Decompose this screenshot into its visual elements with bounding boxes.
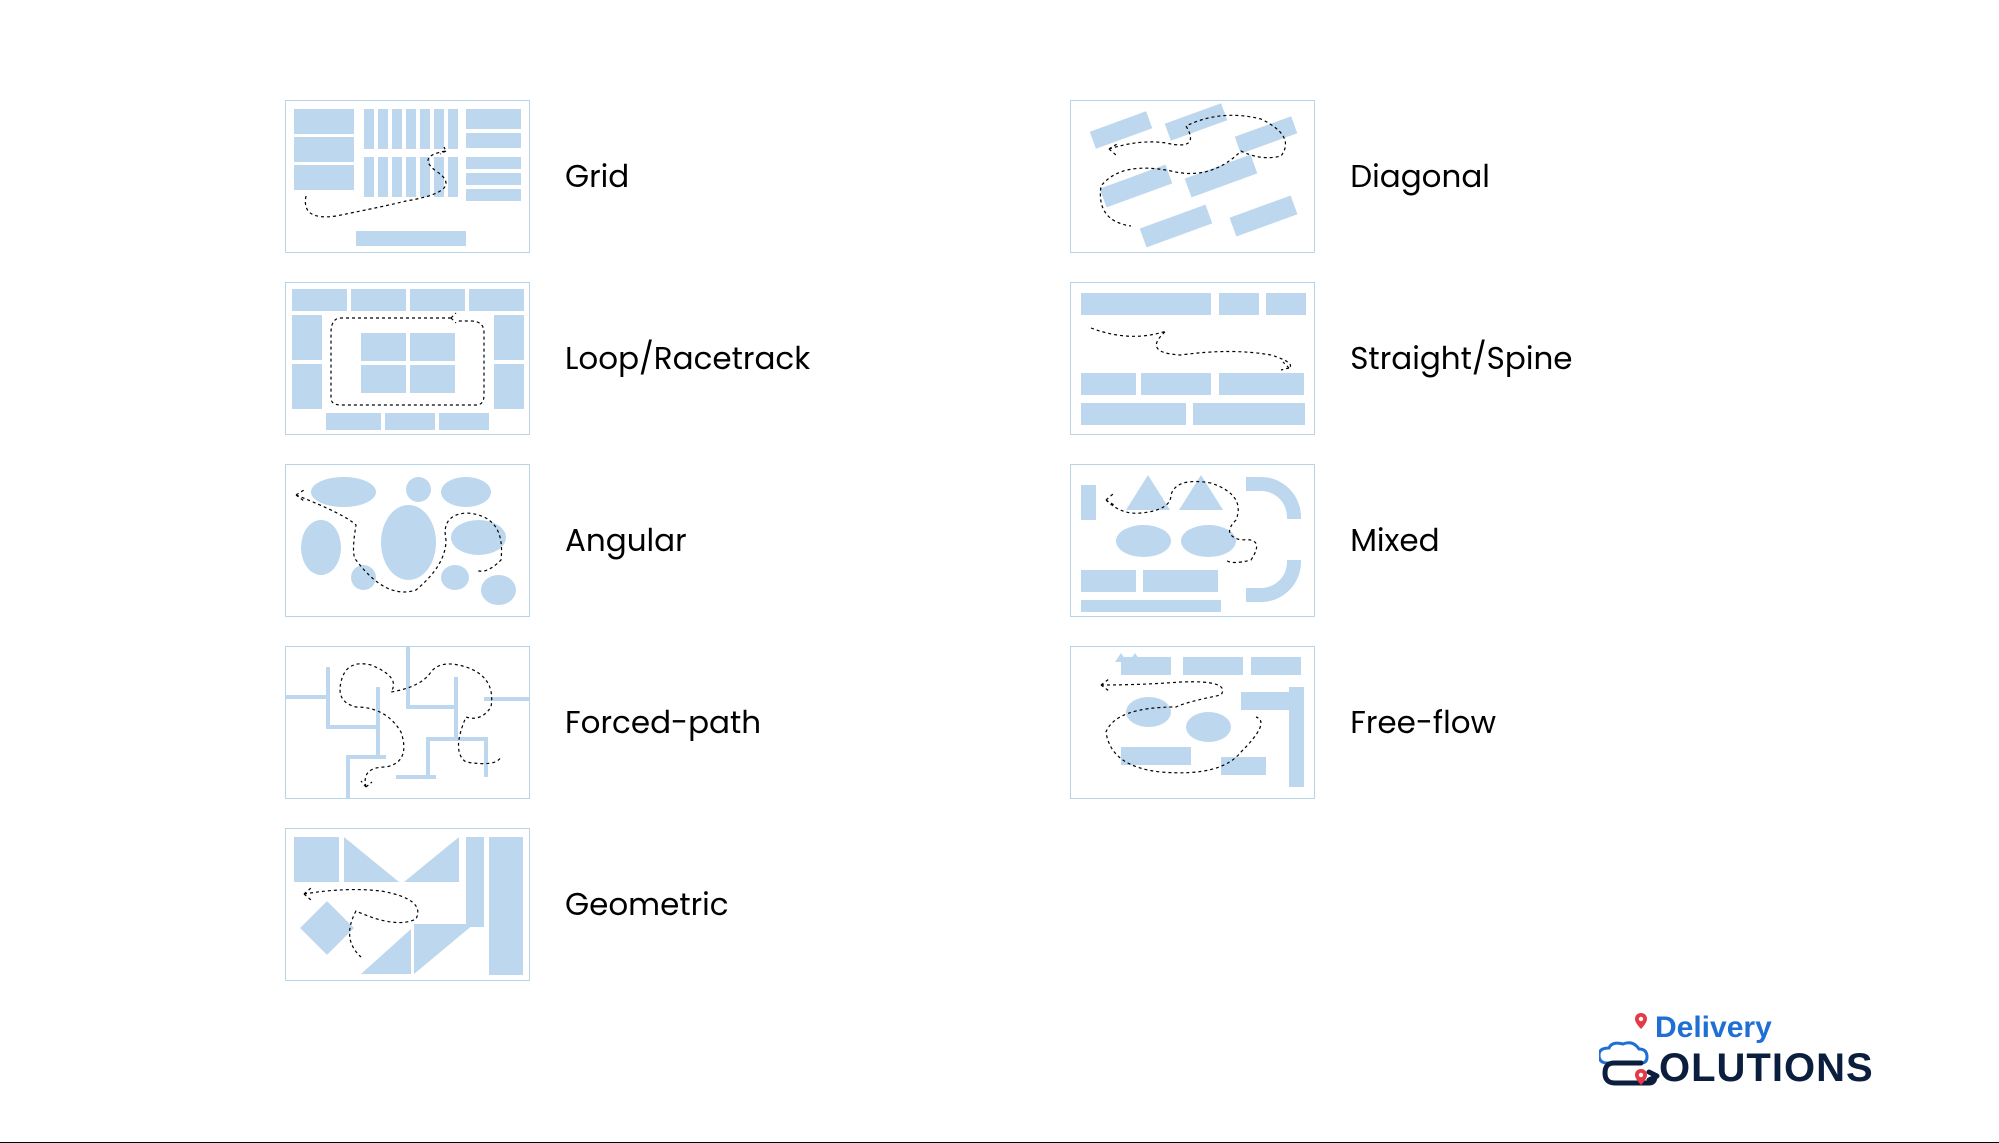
diagram-freeflow — [1070, 646, 1315, 799]
logo-text-top: Delivery — [1655, 1011, 1772, 1044]
layout-row-straight: Straight/Spine — [1070, 282, 1572, 435]
label-forced: Forced-path — [565, 699, 761, 746]
left-column: Grid — [285, 100, 810, 981]
diagram-loop — [285, 282, 530, 435]
layout-row-mixed: Mixed — [1070, 464, 1572, 617]
diagram-mixed — [1070, 464, 1315, 617]
layout-row-loop: Loop/Racetrack — [285, 282, 810, 435]
layout-row-freeflow: Free-flow — [1070, 646, 1572, 799]
diagram-grid — [285, 100, 530, 253]
layout-row-geometric: Geometric — [285, 828, 810, 981]
layout-row-angular: Angular — [285, 464, 810, 617]
diagram-geometric — [285, 828, 530, 981]
layouts-container: Grid — [285, 100, 1573, 981]
diagram-angular — [285, 464, 530, 617]
right-column: Diagonal Straight/Spine — [1070, 100, 1572, 981]
label-loop: Loop/Racetrack — [565, 335, 810, 382]
layout-row-grid: Grid — [285, 100, 810, 253]
layout-row-forced: Forced-path — [285, 646, 810, 799]
label-angular: Angular — [565, 517, 687, 564]
brand-logo: Delivery OLUTIONS — [1599, 1009, 1939, 1094]
diagram-diagonal — [1070, 100, 1315, 253]
layout-row-diagonal: Diagonal — [1070, 100, 1572, 253]
logo-text-bottom: OLUTIONS — [1659, 1046, 1874, 1090]
diagram-straight — [1070, 282, 1315, 435]
label-geometric: Geometric — [565, 881, 729, 928]
label-grid: Grid — [565, 153, 629, 200]
label-mixed: Mixed — [1350, 517, 1439, 564]
label-freeflow: Free-flow — [1350, 699, 1496, 746]
diagram-forced — [285, 646, 530, 799]
label-straight: Straight/Spine — [1350, 335, 1572, 382]
label-diagonal: Diagonal — [1350, 153, 1490, 200]
